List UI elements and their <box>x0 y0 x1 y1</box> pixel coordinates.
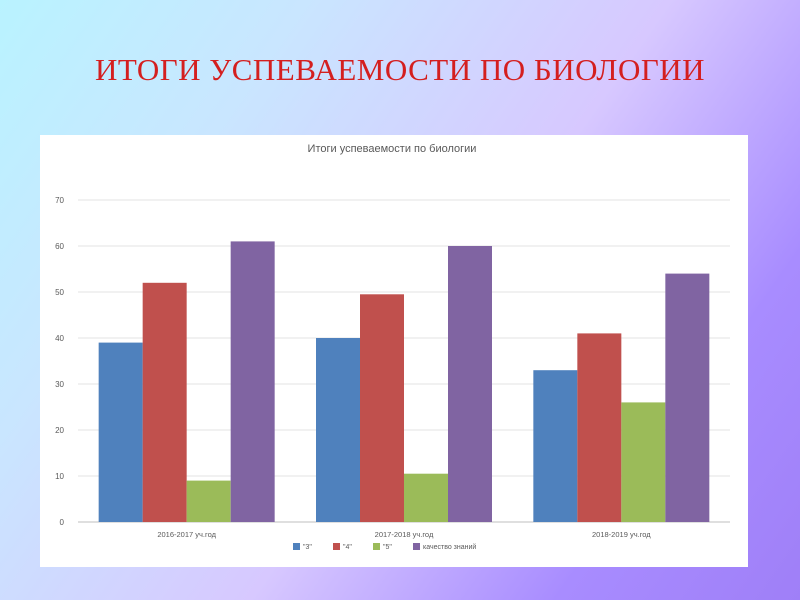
y-tick-label: 60 <box>55 242 64 251</box>
chart-title: Итоги успеваемости по биологии <box>308 143 477 155</box>
legend-swatch <box>333 543 340 550</box>
bar <box>360 294 404 522</box>
legend-label: "4" <box>343 544 352 551</box>
bar-chart: Итоги успеваемости по биологии 0 10 20 30 40… <box>55 143 730 551</box>
bar <box>186 480 231 522</box>
y-tick-label: 40 <box>55 334 64 343</box>
y-tick-label: 0 <box>60 518 65 527</box>
bar <box>621 402 666 522</box>
bar <box>404 473 448 522</box>
x-tick-label: 2016-2017 уч.год <box>157 530 216 539</box>
bar <box>316 338 360 522</box>
y-tick-label: 10 <box>55 472 64 481</box>
bar <box>448 246 492 522</box>
bar <box>665 273 710 522</box>
legend-label: "5" <box>383 544 392 551</box>
x-tick-label: 2017-2018 уч.год <box>375 530 434 539</box>
legend-swatch <box>413 543 420 550</box>
legend-label: "3" <box>303 544 312 551</box>
legend-swatch <box>293 543 300 550</box>
bar <box>98 342 143 522</box>
y-tick-label: 50 <box>55 288 64 297</box>
bar <box>533 370 578 522</box>
bar <box>230 241 275 522</box>
y-tick-label: 70 <box>55 196 64 205</box>
legend-swatch <box>373 543 380 550</box>
y-tick-label: 30 <box>55 380 64 389</box>
bar <box>577 333 622 522</box>
legend-label: качество знаний <box>423 543 476 551</box>
chart-container: Итоги успеваемости по биологии 0 10 20 30 40… <box>40 135 748 567</box>
x-tick-label: 2018-2019 уч.год <box>592 530 651 539</box>
slide-title: ИТОГИ УСПЕВАЕМОСТИ ПО БИОЛОГИИ <box>94 52 706 87</box>
y-tick-label: 20 <box>55 426 64 435</box>
bar <box>142 282 187 522</box>
